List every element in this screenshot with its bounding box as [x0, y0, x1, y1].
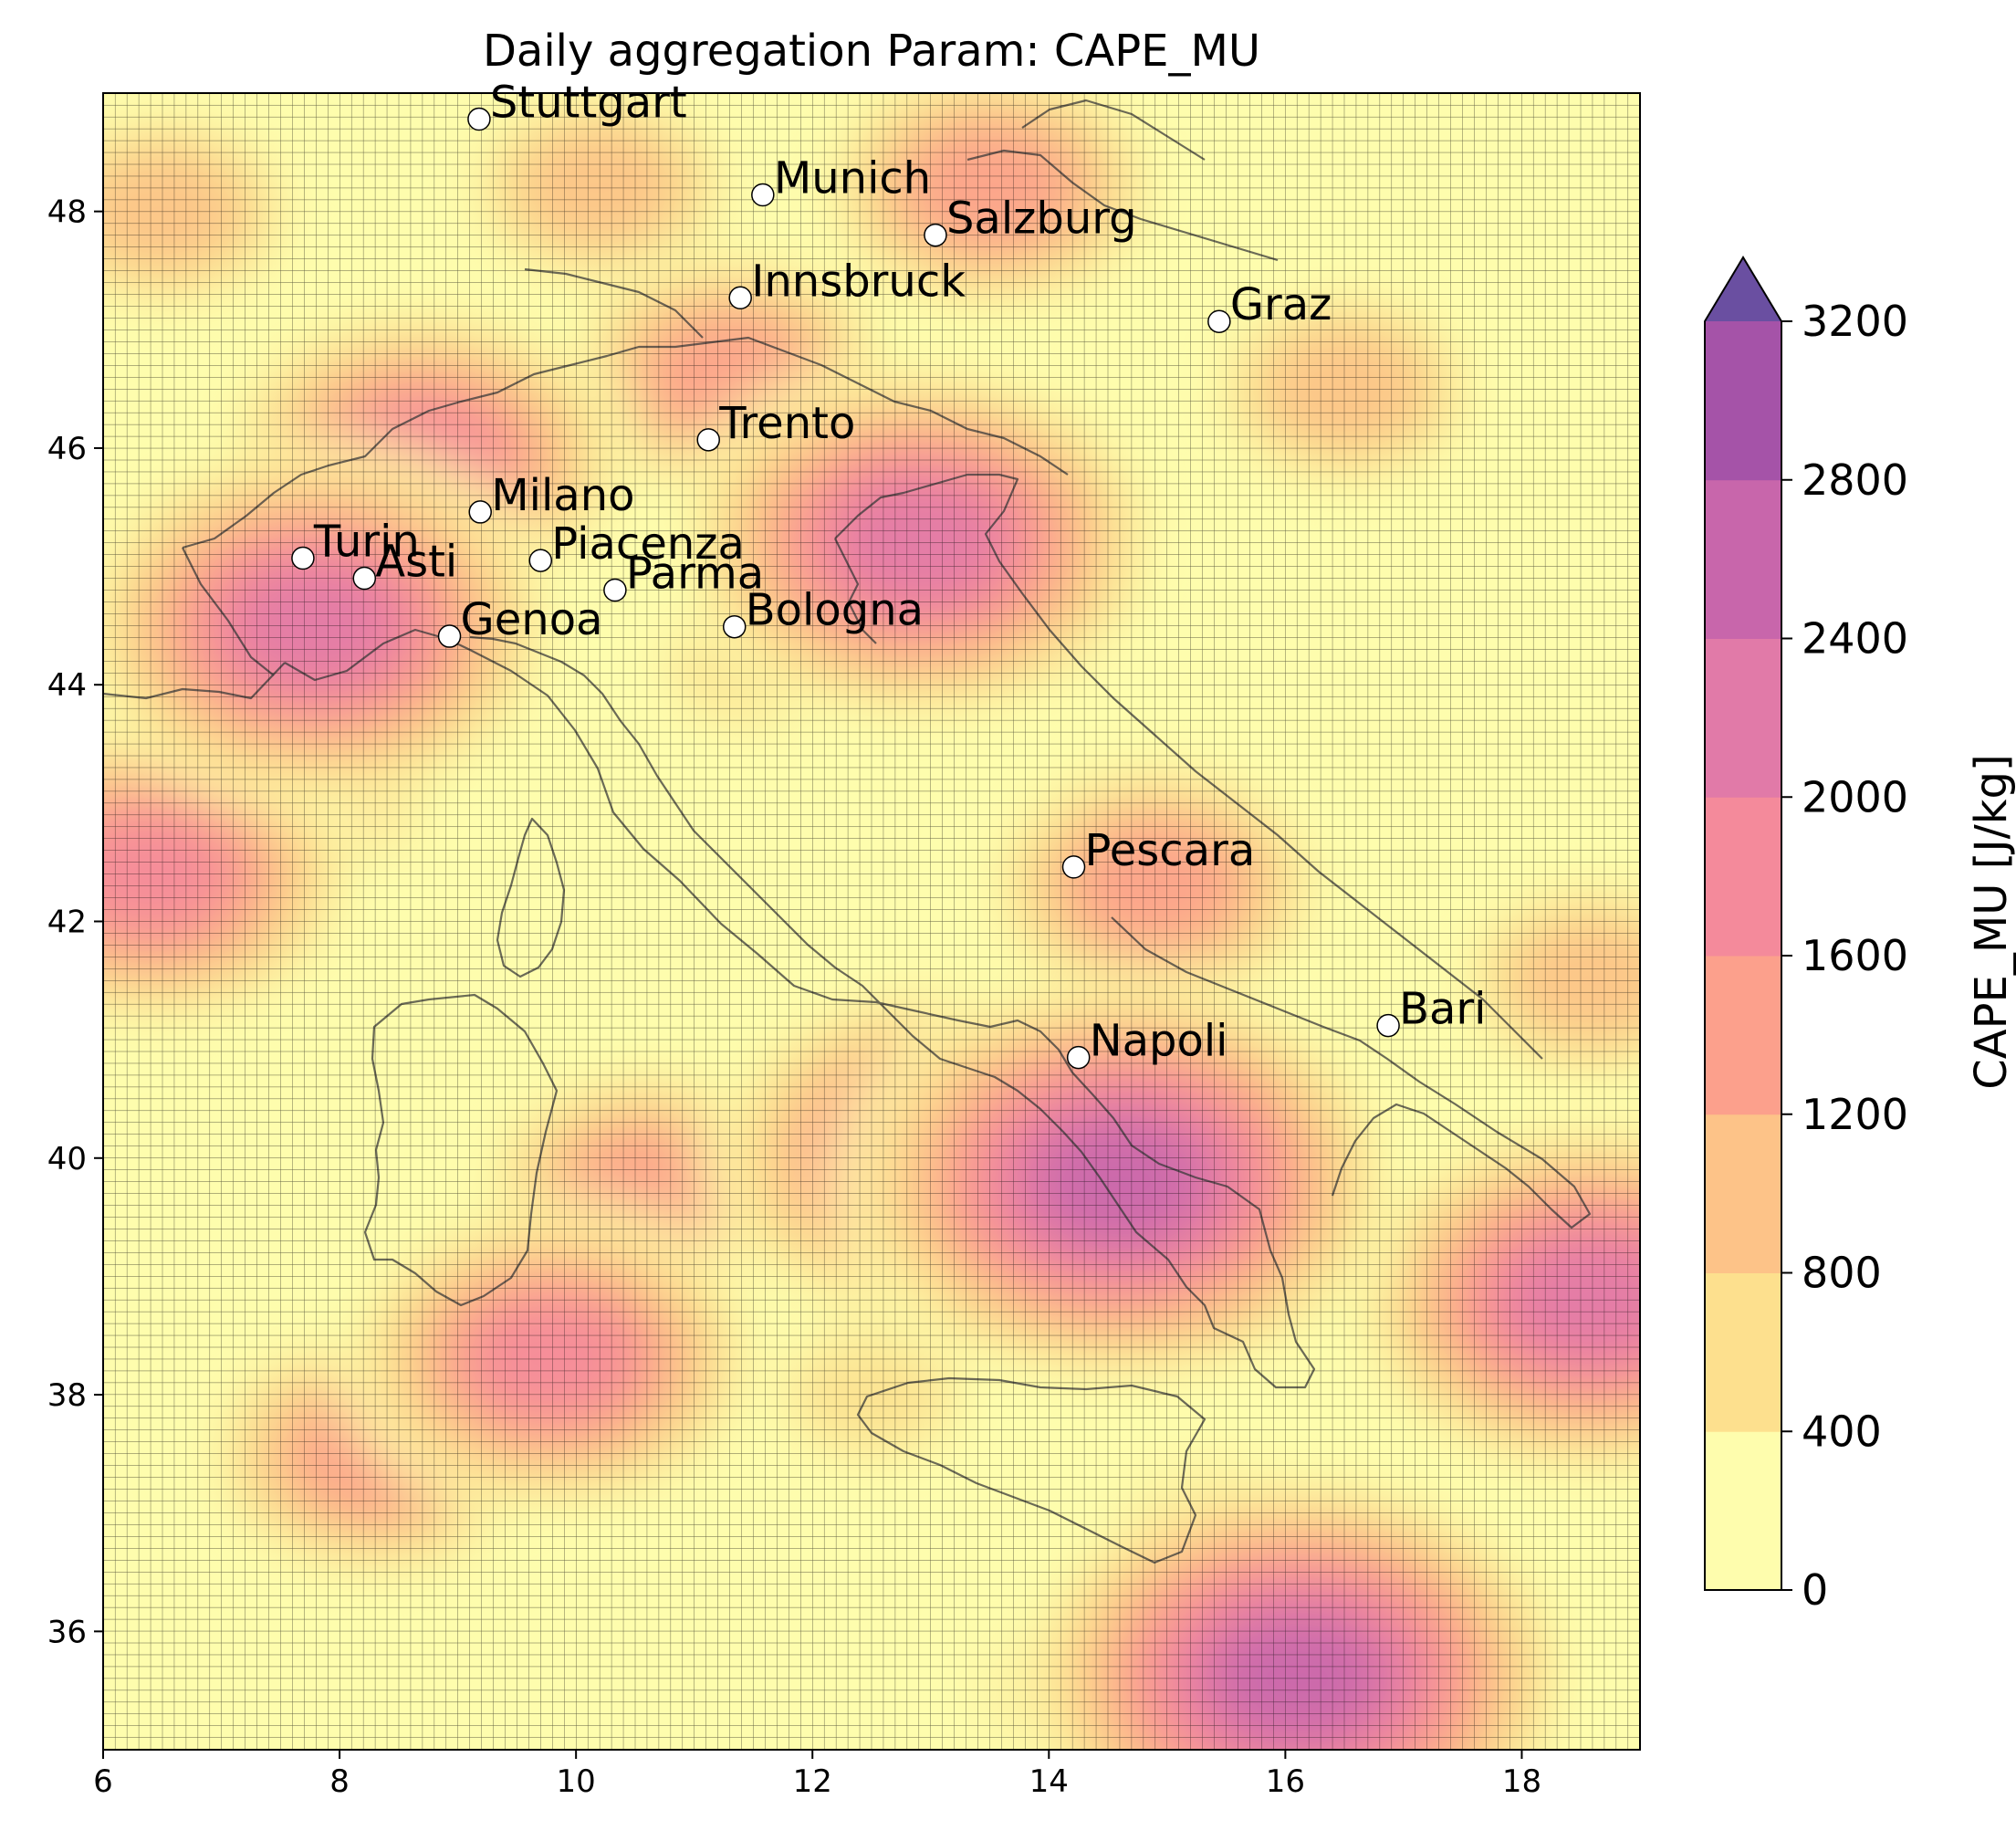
city-marker [603, 578, 627, 602]
city-marker [467, 107, 491, 131]
x-tick-label: 12 [793, 1763, 832, 1800]
city-marker [1376, 1013, 1400, 1038]
city-label: Bari [1399, 984, 1486, 1035]
city-label: Salzburg [946, 194, 1137, 245]
city-marker [1066, 1045, 1091, 1070]
city-label: Bologna [746, 585, 924, 636]
colorbar: 0 400 800 1200 1600 2000 2400 2800 3200 CAPE_MU … [1704, 256, 2016, 1615]
city-label: Trento [718, 398, 855, 449]
colorbar-ticks: 0 400 800 1200 1600 2000 2400 2800 3200 [1781, 297, 1908, 1615]
y-tick-label: 36 [47, 1614, 87, 1650]
y-tick-label: 46 [47, 431, 87, 467]
colorbar-band [1705, 321, 1781, 481]
city-marker [728, 286, 752, 310]
city-label: Pescara [1085, 825, 1256, 876]
city-label: Innsbruck [751, 256, 966, 307]
x-tick-label: 6 [93, 1763, 113, 1800]
colorbar-band [1705, 1114, 1781, 1273]
colorbar-bands [1704, 256, 1782, 1591]
x-tick-label: 14 [1029, 1763, 1069, 1800]
y-tick-label: 38 [47, 1377, 87, 1414]
city-label: Munich [774, 152, 931, 204]
colorbar-band [1705, 638, 1781, 798]
city-marker [1207, 309, 1231, 333]
y-axis: 36 38 40 42 44 46 48 [47, 194, 103, 1650]
colorbar-tick-label: 400 [1802, 1407, 1882, 1456]
map-panel: Stuttgart Munich Salzburg Innsbruck Graz Tren… [102, 78, 1641, 1751]
colorbar-extend-max [1705, 257, 1781, 321]
colorbar-outline [1704, 256, 1782, 1591]
city-marker [291, 546, 315, 570]
x-tick-label: 10 [557, 1763, 596, 1800]
city-marker [924, 223, 947, 247]
colorbar-tick-label: 2400 [1802, 614, 1908, 664]
colorbar-band [1705, 1272, 1781, 1432]
city-marker [1061, 855, 1086, 879]
x-tick-label: 18 [1502, 1763, 1541, 1800]
city-markers: Stuttgart Munich Salzburg Innsbruck Graz Tren… [291, 78, 1487, 1070]
city-label: Graz [1230, 279, 1332, 330]
colorbar-tick-label: 1600 [1802, 931, 1908, 980]
city-marker [352, 566, 377, 591]
colorbar-band [1705, 1431, 1781, 1591]
city-marker [468, 500, 492, 524]
city-label: Turin [313, 516, 420, 567]
y-tick-label: 44 [47, 667, 87, 704]
city-label: Asti [375, 537, 457, 588]
colorbar-band [1705, 797, 1781, 957]
colorbar-tick-label: 1200 [1802, 1090, 1908, 1139]
colorbar-tick-label: 2800 [1802, 455, 1908, 505]
colorbar-tick-label: 800 [1802, 1249, 1882, 1298]
city-marker [528, 549, 553, 572]
city-label: Parma [626, 549, 764, 600]
city-label: Napoli [1090, 1016, 1228, 1067]
x-tick-label: 8 [329, 1763, 350, 1800]
colorbar-label: CAPE_MU [J/kg] [1966, 754, 2016, 1089]
city-label: Stuttgart [490, 78, 687, 129]
y-tick-label: 40 [47, 1141, 87, 1177]
y-tick-label: 48 [47, 194, 87, 231]
grid-overlay [103, 93, 1640, 1750]
city-marker [696, 428, 720, 452]
chart-title: Daily aggregation Param: CAPE_MU [483, 26, 1260, 77]
city-label: Milano [491, 470, 634, 521]
y-tick-label: 42 [47, 905, 87, 941]
x-tick-label: 16 [1266, 1763, 1305, 1800]
city-marker [722, 614, 747, 639]
city-marker [437, 624, 462, 648]
x-axis: 6 8 10 12 14 16 18 [93, 1750, 1541, 1800]
colorbar-tick-label: 3200 [1802, 297, 1908, 346]
city-label: Genoa [461, 594, 603, 645]
colorbar-tick-label: 0 [1802, 1565, 1828, 1615]
city-label: Piacenza [551, 518, 745, 570]
colorbar-band [1705, 956, 1781, 1115]
city-marker [751, 183, 775, 207]
colorbar-tick-label: 2000 [1802, 772, 1908, 821]
colorbar-band [1705, 479, 1781, 639]
